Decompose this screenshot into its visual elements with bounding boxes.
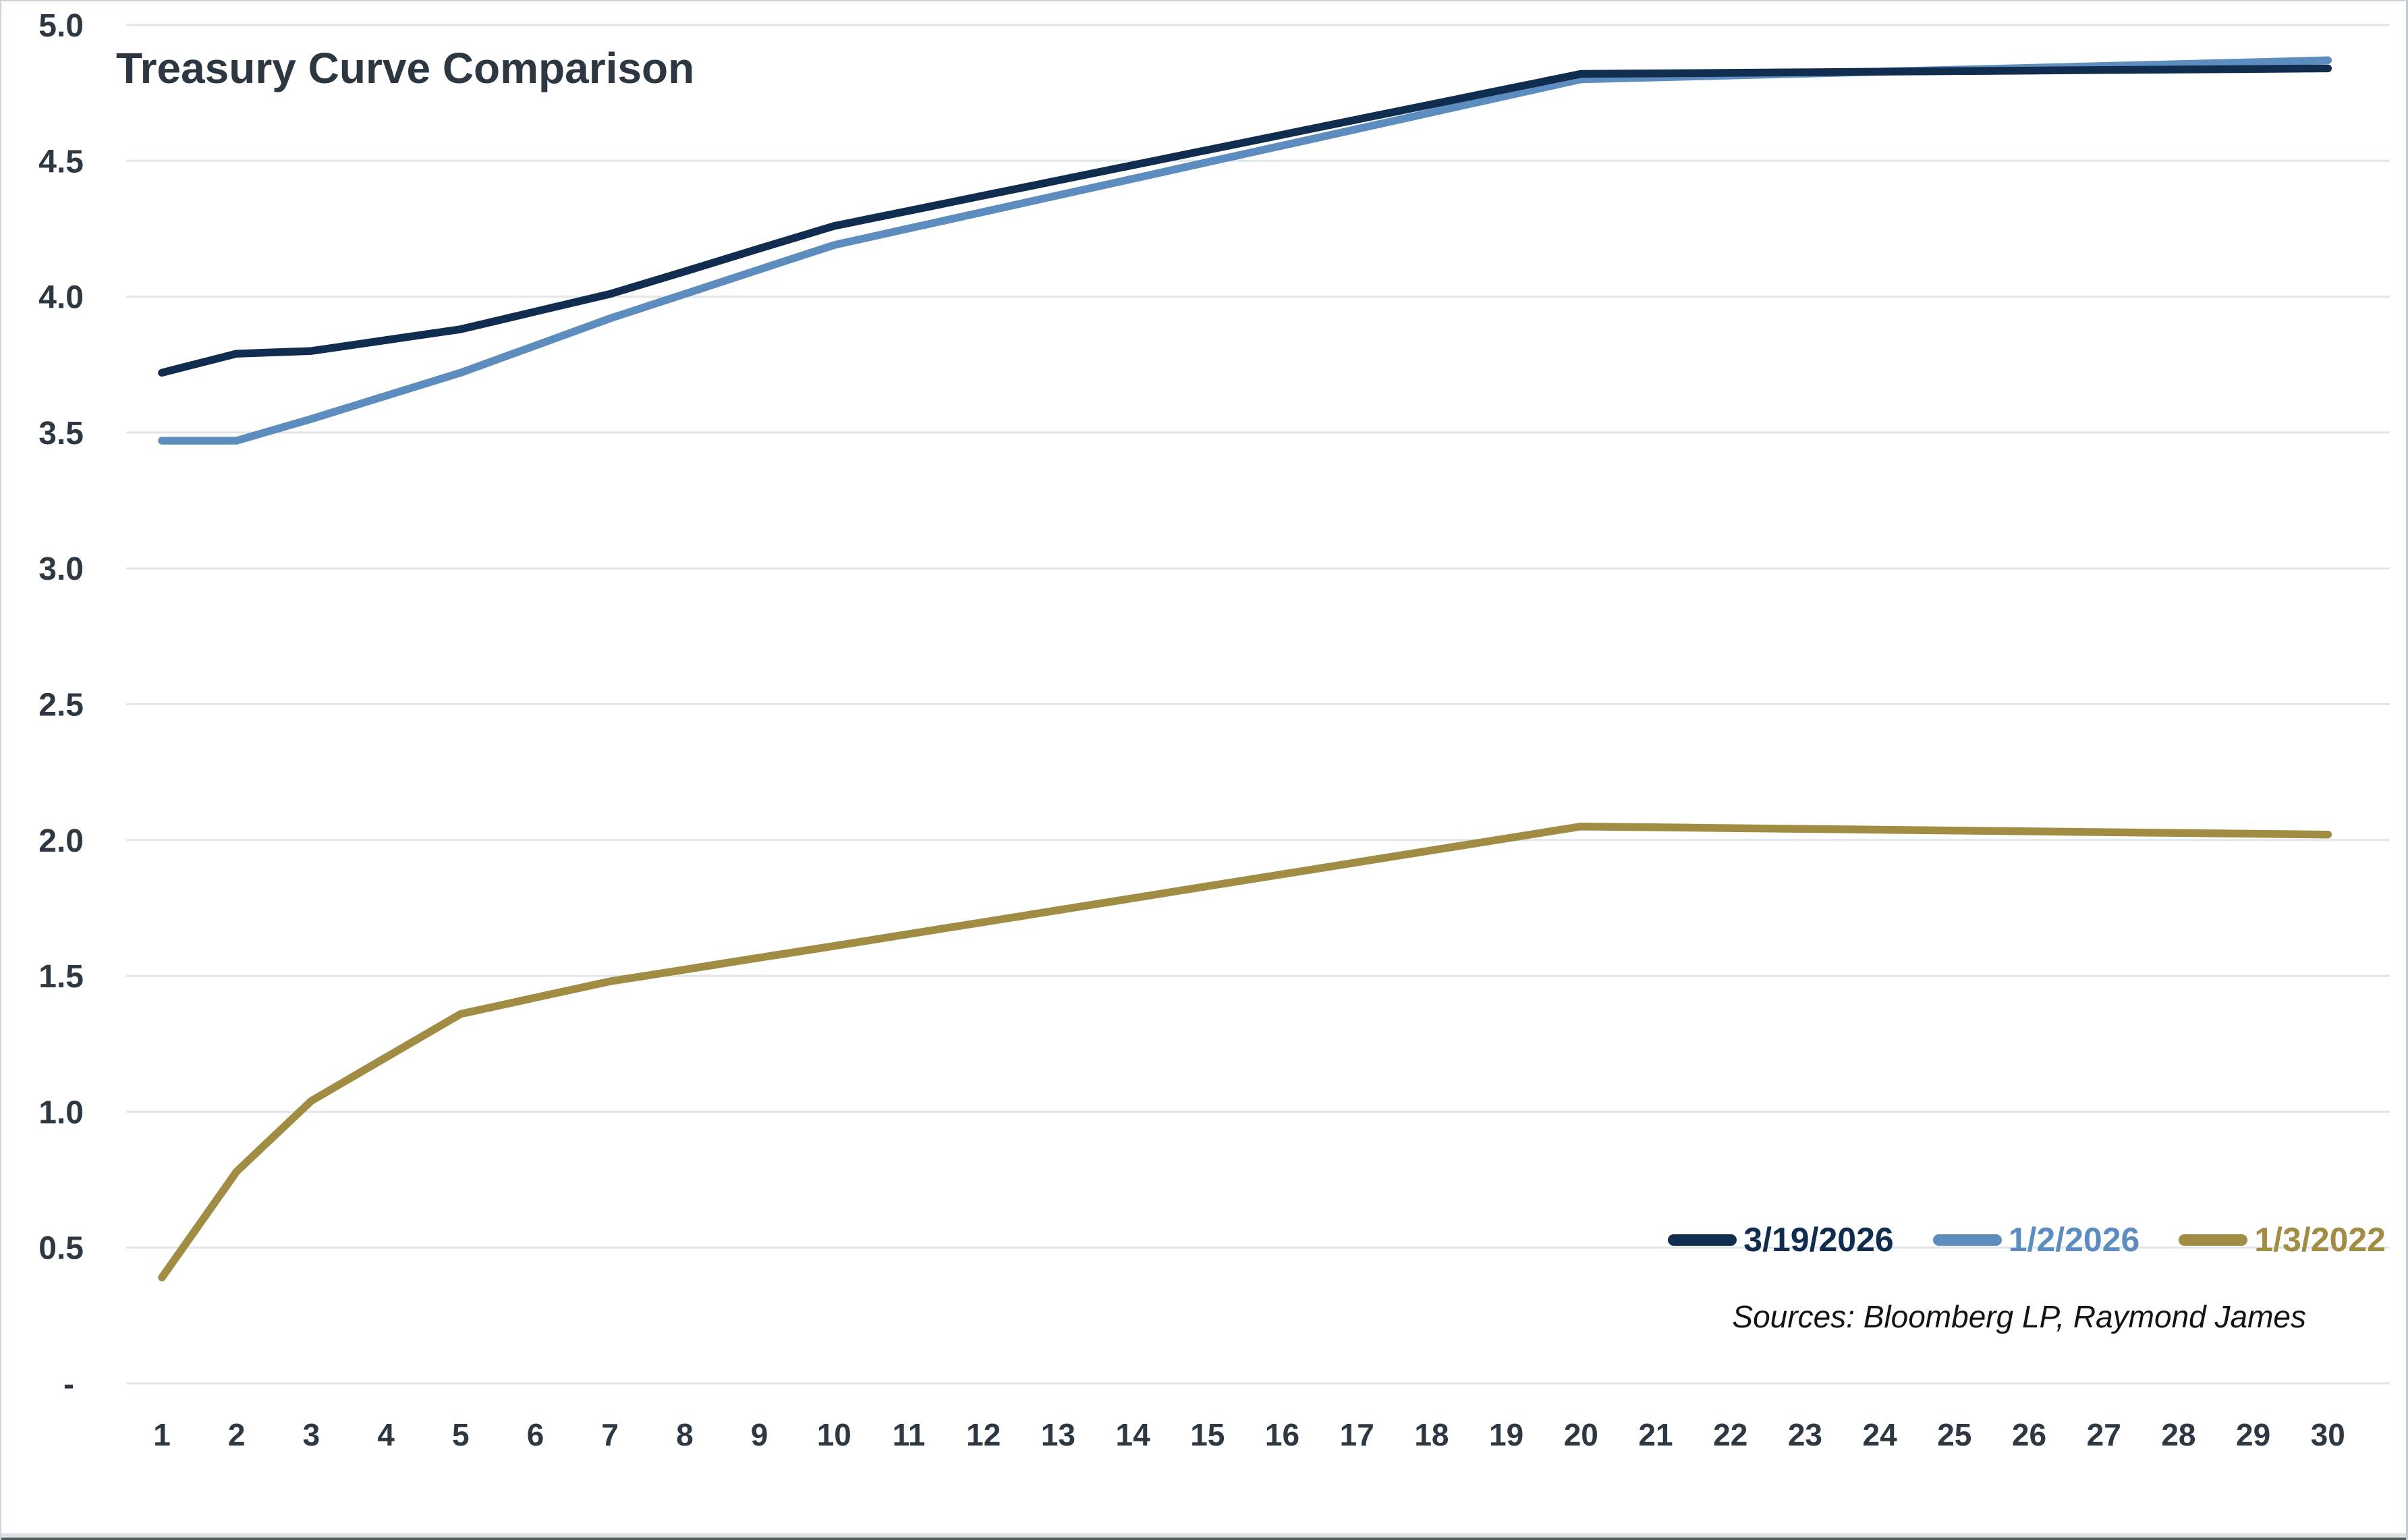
x-axis-tick-label-11: 11 [893, 1417, 926, 1452]
series-line-1-3-2022 [158, 822, 2332, 1282]
x-axis-tick-label-10: 10 [817, 1417, 851, 1452]
x-axis-tick-label-6: 6 [527, 1417, 544, 1452]
y-axis-tick-label--: - [63, 1367, 74, 1402]
series-line-3-19-2026 [158, 64, 2332, 377]
x-axis-tick-label-7: 7 [601, 1417, 619, 1452]
x-axis-tick-label-2: 2 [228, 1417, 246, 1452]
x-axis-tick-label-27: 27 [2087, 1417, 2121, 1452]
legend-label-1-2-2026: 1/2/2026 [2008, 1221, 2140, 1259]
y-axis-tick-label-3.0: 3.0 [38, 551, 84, 587]
x-axis-tick-label-1: 1 [153, 1417, 171, 1452]
legend-item-1-2-2026: 1/2/2026 [1932, 1220, 2140, 1259]
x-axis-tick-label-13: 13 [1041, 1417, 1075, 1452]
legend-item-3-19-2026: 3/19/2026 [1668, 1220, 1894, 1259]
legend-swatch-1-3-2022 [2179, 1234, 2248, 1246]
series-line-1-2-2026 [158, 56, 2332, 445]
y-axis-tick-label-4.0: 4.0 [38, 280, 84, 316]
x-axis-tick-label-9: 9 [751, 1417, 768, 1452]
x-axis-tick-label-20: 20 [1564, 1417, 1598, 1452]
x-axis-tick-label-14: 14 [1116, 1417, 1151, 1452]
x-axis-tick-label-26: 26 [2012, 1417, 2046, 1452]
chart-title: Treasury Curve Comparison [116, 44, 695, 92]
y-axis-tick-label-1.0: 1.0 [38, 1095, 84, 1130]
y-axis-tick-label-3.5: 3.5 [38, 416, 84, 451]
x-axis-tick-label-18: 18 [1414, 1417, 1449, 1452]
window-bottom-edge [1, 1533, 2406, 1540]
x-axis-tick-label-15: 15 [1190, 1417, 1225, 1452]
legend-label-3-19-2026: 3/19/2026 [1743, 1221, 1894, 1259]
legend-swatch-3-19-2026 [1668, 1234, 1737, 1246]
x-axis-tick-label-5: 5 [452, 1417, 470, 1452]
x-axis-tick-label-17: 17 [1340, 1417, 1374, 1452]
x-axis-tick-label-19: 19 [1489, 1417, 1523, 1452]
sources-note: Sources: Bloomberg LP, Raymond James [1732, 1299, 2306, 1334]
legend-item-1-3-2022: 1/3/2022 [2179, 1220, 2386, 1259]
x-axis-tick-label-8: 8 [676, 1417, 694, 1452]
x-axis-tick-label-3: 3 [303, 1417, 320, 1452]
y-axis-tick-label-5.0: 5.0 [38, 8, 84, 44]
y-axis-tick-label-2.0: 2.0 [38, 823, 84, 859]
x-axis-tick-label-4: 4 [377, 1417, 395, 1452]
y-axis-tick-label-0.5: 0.5 [38, 1231, 84, 1267]
y-axis-tick-label-4.5: 4.5 [38, 144, 84, 180]
x-axis-tick-label-22: 22 [1713, 1417, 1747, 1452]
x-axis-tick-label-28: 28 [2161, 1417, 2195, 1452]
x-axis-tick-label-16: 16 [1265, 1417, 1299, 1452]
x-axis-tick-label-30: 30 [2311, 1417, 2345, 1452]
x-axis-tick-label-23: 23 [1788, 1417, 1822, 1452]
legend-swatch-1-2-2026 [1932, 1234, 2002, 1246]
x-axis-tick-label-12: 12 [966, 1417, 1001, 1452]
x-axis-tick-label-21: 21 [1638, 1417, 1673, 1452]
y-axis-tick-label-2.5: 2.5 [38, 688, 84, 723]
x-axis-tick-label-29: 29 [2236, 1417, 2270, 1452]
y-axis-tick-label-1.5: 1.5 [38, 959, 84, 995]
chart-legend: 3/19/2026 1/2/2026 1/3/2022 [1668, 1220, 2386, 1259]
x-axis-tick-label-24: 24 [1863, 1417, 1898, 1452]
legend-label-1-3-2022: 1/3/2022 [2254, 1221, 2386, 1259]
x-axis-tick-label-25: 25 [1937, 1417, 1971, 1452]
